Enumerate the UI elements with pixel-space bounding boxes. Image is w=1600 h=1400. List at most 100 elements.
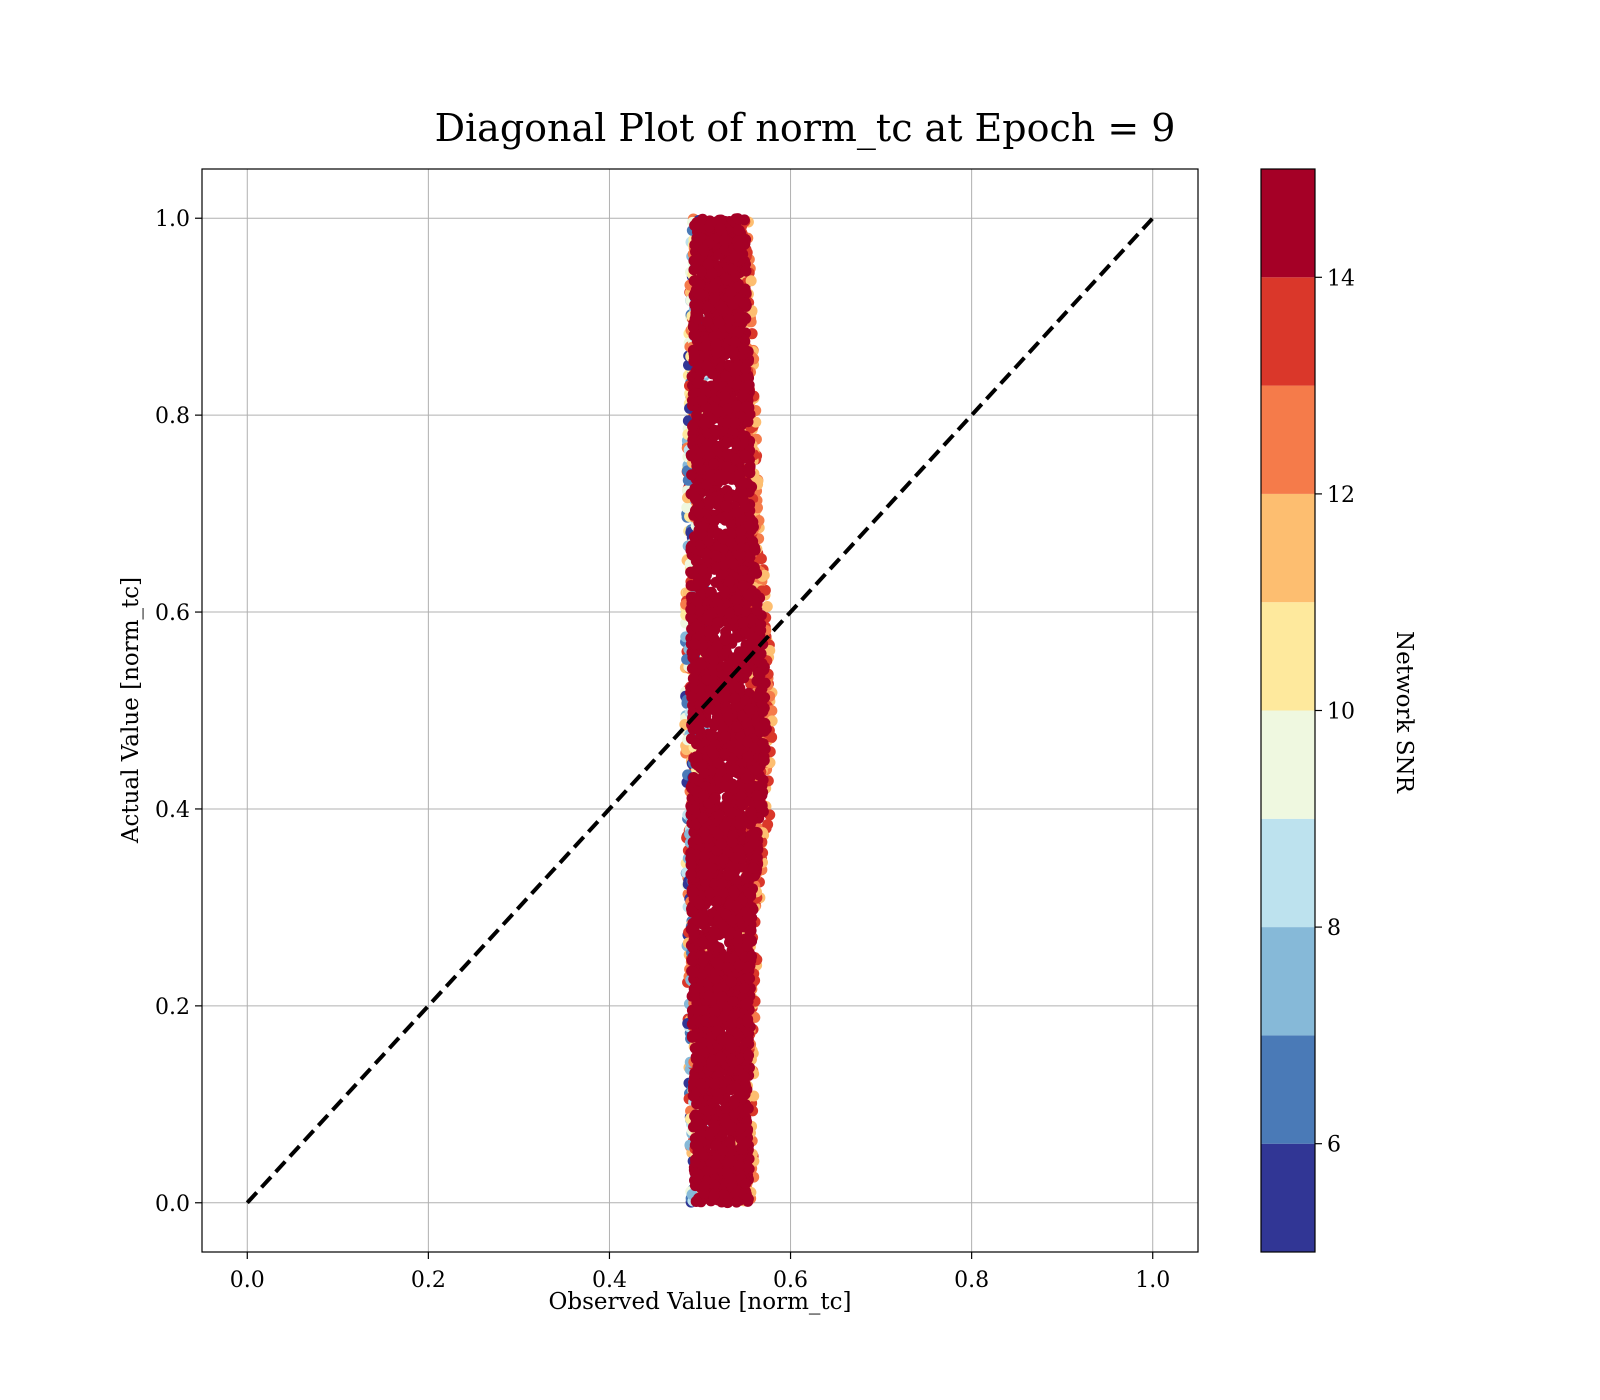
scatter-point [687,420,699,432]
scatter-point [695,1128,707,1140]
scatter-point [732,326,744,338]
scatter-point [690,493,702,505]
scatter-point [697,936,709,948]
scatter-point [766,731,778,743]
scatter-point [726,836,738,848]
scatter-point [750,653,762,665]
scatter-point [726,675,738,687]
plot-frame [201,168,1199,1253]
scatter-point [689,638,701,650]
y-tick-label: 1.0 [155,207,190,232]
scatter-point [708,1015,720,1027]
scatter-point [697,639,709,651]
scatter-point [731,1187,743,1199]
scatter-point [685,611,697,623]
scatter-point [742,1016,754,1028]
scatter-point [712,941,724,953]
scatter-point [692,313,704,325]
scatter-point [737,390,749,402]
scatter-point [726,1173,738,1185]
scatter-point [712,440,724,452]
scatter-point [686,540,698,552]
scatter-point [743,520,755,532]
x-tick-label: 0.6 [773,1268,808,1293]
scatter-point [688,803,700,815]
scatter-point [730,874,742,886]
scatter-point [705,472,717,484]
scatter-point [745,275,757,287]
scatter-point [688,772,700,784]
scatter-point [713,959,725,971]
scatter-point [743,887,755,899]
scatter-point [761,601,773,613]
scatter-point [695,266,707,278]
scatter-point [689,219,701,231]
scatter-point [733,818,745,830]
scatter-point [752,667,764,679]
scatter-point [691,751,703,763]
scatter-point [722,403,734,415]
scatter-point [688,928,700,940]
scatter-point [690,299,702,311]
scatter-point [736,486,748,498]
scatter-point [720,461,732,473]
scatter-point [730,900,742,912]
scatter-point [719,390,731,402]
scatter-point [738,1080,750,1092]
scatter-point [723,575,735,587]
scatter-point [714,469,726,481]
scatter-point [693,253,705,265]
scatter-point [740,998,752,1010]
scatter-point [696,690,708,702]
scatter-point [702,535,714,547]
y-tick-label: 0.6 [155,601,190,626]
scatter-point [686,906,698,918]
scatter-point [692,456,704,468]
scatter-point [756,683,768,695]
scatter-point [731,651,743,663]
scatter-point [739,449,751,461]
scatter-point [690,1195,702,1207]
scatter-point [695,288,707,300]
scatter-point [740,1178,752,1190]
scatter-point [710,338,722,350]
scatter-point [692,1061,704,1073]
scatter-point [717,854,729,866]
colorbar-tick-label: 10 [1327,700,1355,725]
scatter-point [754,722,766,734]
scatter-point [737,617,749,629]
scatter-point [688,648,700,660]
scatter-point [750,764,762,776]
scatter-point [737,580,749,592]
scatter-point [732,213,744,225]
scatter-point [717,533,729,545]
scatter-point [719,634,731,646]
scatter-point [712,757,724,769]
scatter-point [723,607,735,619]
scatter-point [685,859,697,871]
y-tick-label: 0.8 [155,404,190,429]
scatter-point [730,506,742,518]
scatter-point [685,868,697,880]
scatter-point [719,748,731,760]
colorbar-tick-label: 6 [1327,1133,1341,1158]
x-axis-ticks: 0.0 0.2 0.4 0.6 0.8 1.0 [230,1252,1170,1293]
scatter-point [729,692,741,704]
scatter-point [687,955,699,967]
scatter-point [740,401,752,413]
scatter-point [728,252,740,264]
colorbar-level [1261,385,1315,494]
scatter-point [706,730,718,742]
scatter-point [717,568,729,580]
scatter-point [740,605,752,617]
scatter-point [730,594,742,606]
colorbar-level [1261,710,1315,819]
scatter-point [690,621,702,633]
scatter-point [706,268,718,280]
scatter-point [696,1037,708,1049]
scatter-point [725,1042,737,1054]
scatter-point [712,828,724,840]
scatter-point [743,1049,755,1061]
scatter-point [708,1190,720,1202]
scatter-point [690,914,702,926]
